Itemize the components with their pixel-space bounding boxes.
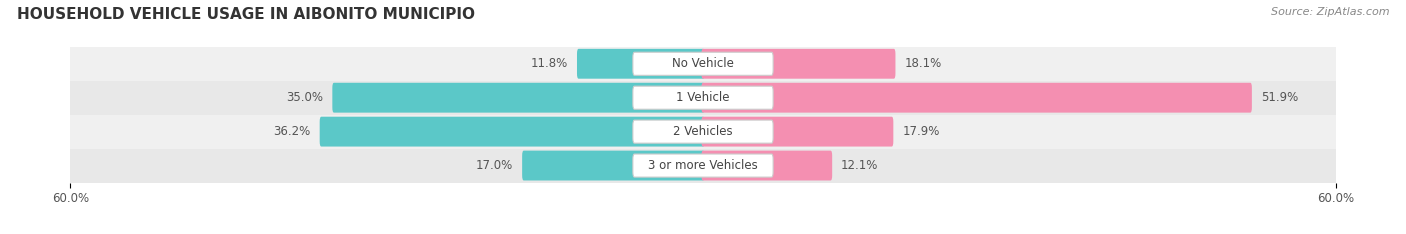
Text: No Vehicle: No Vehicle bbox=[672, 57, 734, 70]
Legend: Owner-occupied, Renter-occupied: Owner-occupied, Renter-occupied bbox=[579, 229, 827, 234]
Text: 11.8%: 11.8% bbox=[531, 57, 568, 70]
Text: 12.1%: 12.1% bbox=[841, 159, 879, 172]
Text: 35.0%: 35.0% bbox=[287, 91, 323, 104]
Text: Source: ZipAtlas.com: Source: ZipAtlas.com bbox=[1271, 7, 1389, 17]
FancyBboxPatch shape bbox=[702, 117, 893, 146]
Text: 3 or more Vehicles: 3 or more Vehicles bbox=[648, 159, 758, 172]
Text: 17.0%: 17.0% bbox=[477, 159, 513, 172]
Text: 17.9%: 17.9% bbox=[903, 125, 939, 138]
Text: 1 Vehicle: 1 Vehicle bbox=[676, 91, 730, 104]
FancyBboxPatch shape bbox=[702, 49, 896, 79]
Bar bbox=[70, 115, 1336, 149]
FancyBboxPatch shape bbox=[633, 120, 773, 143]
FancyBboxPatch shape bbox=[702, 151, 832, 180]
FancyBboxPatch shape bbox=[576, 49, 704, 79]
Bar bbox=[70, 81, 1336, 115]
Text: 51.9%: 51.9% bbox=[1261, 91, 1298, 104]
FancyBboxPatch shape bbox=[633, 86, 773, 109]
FancyBboxPatch shape bbox=[702, 83, 1251, 113]
FancyBboxPatch shape bbox=[633, 52, 773, 75]
Text: 36.2%: 36.2% bbox=[274, 125, 311, 138]
Bar bbox=[70, 149, 1336, 183]
Bar bbox=[70, 47, 1336, 81]
Text: 2 Vehicles: 2 Vehicles bbox=[673, 125, 733, 138]
FancyBboxPatch shape bbox=[332, 83, 704, 113]
FancyBboxPatch shape bbox=[319, 117, 704, 146]
Text: HOUSEHOLD VEHICLE USAGE IN AIBONITO MUNICIPIO: HOUSEHOLD VEHICLE USAGE IN AIBONITO MUNI… bbox=[17, 7, 475, 22]
FancyBboxPatch shape bbox=[522, 151, 704, 180]
FancyBboxPatch shape bbox=[633, 154, 773, 177]
Text: 18.1%: 18.1% bbox=[904, 57, 942, 70]
